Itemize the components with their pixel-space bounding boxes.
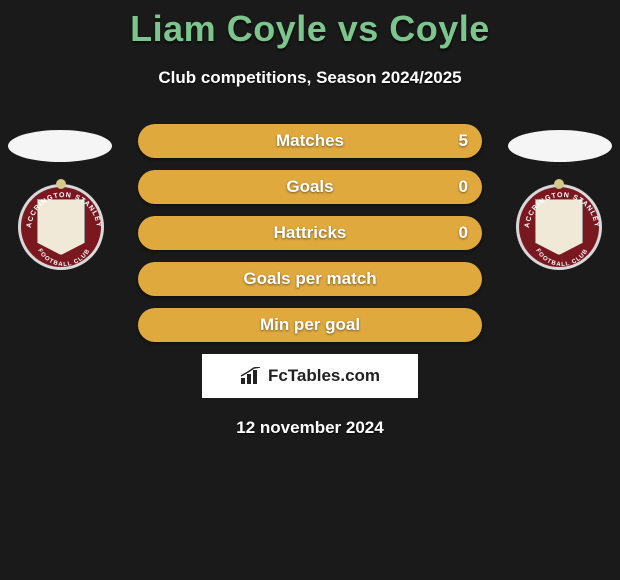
stat-right-value: 0: [459, 177, 468, 197]
svg-text:ACCRINGTON STANLEY: ACCRINGTON STANLEY: [26, 192, 102, 228]
crest-ring-text-icon: ACCRINGTON STANLEY FOOTBALL CLUB: [21, 187, 107, 273]
stat-label: Matches: [276, 131, 344, 151]
stat-row-goals-per-match: Goals per match: [138, 262, 482, 296]
stat-row-matches: Matches 5: [138, 124, 482, 158]
player-right-photo-placeholder: [508, 130, 612, 162]
svg-text:FOOTBALL CLUB: FOOTBALL CLUB: [534, 248, 589, 268]
player-right-club-crest: ACCRINGTON STANLEY FOOTBALL CLUB: [516, 184, 602, 270]
player-left-photo-placeholder: [8, 130, 112, 162]
stat-label: Goals per match: [243, 269, 376, 289]
stat-right-value: 0: [459, 223, 468, 243]
stat-label: Min per goal: [260, 315, 360, 335]
subtitle: Club competitions, Season 2024/2025: [0, 68, 620, 88]
stats-list: Matches 5 Goals 0 Hattricks 0 Goals per …: [138, 124, 482, 342]
generation-date: 12 november 2024: [0, 418, 620, 438]
svg-text:ACCRINGTON STANLEY: ACCRINGTON STANLEY: [524, 192, 600, 228]
bar-chart-icon: [240, 367, 262, 385]
stat-row-hattricks: Hattricks 0: [138, 216, 482, 250]
stat-row-goals: Goals 0: [138, 170, 482, 204]
svg-text:FOOTBALL CLUB: FOOTBALL CLUB: [36, 248, 91, 268]
stat-label: Goals: [286, 177, 333, 197]
comparison-panel: ACCRINGTON STANLEY FOOTBALL CLUB ACCRING…: [0, 124, 620, 438]
page-title: Liam Coyle vs Coyle: [0, 0, 620, 50]
player-left-club-crest: ACCRINGTON STANLEY FOOTBALL CLUB: [18, 184, 104, 270]
brand-text: FcTables.com: [268, 366, 380, 386]
stat-label: Hattricks: [274, 223, 347, 243]
stat-right-value: 5: [459, 131, 468, 151]
stat-row-min-per-goal: Min per goal: [138, 308, 482, 342]
crest-ring-text-icon: ACCRINGTON STANLEY FOOTBALL CLUB: [519, 187, 605, 273]
brand-badge[interactable]: FcTables.com: [202, 354, 418, 398]
